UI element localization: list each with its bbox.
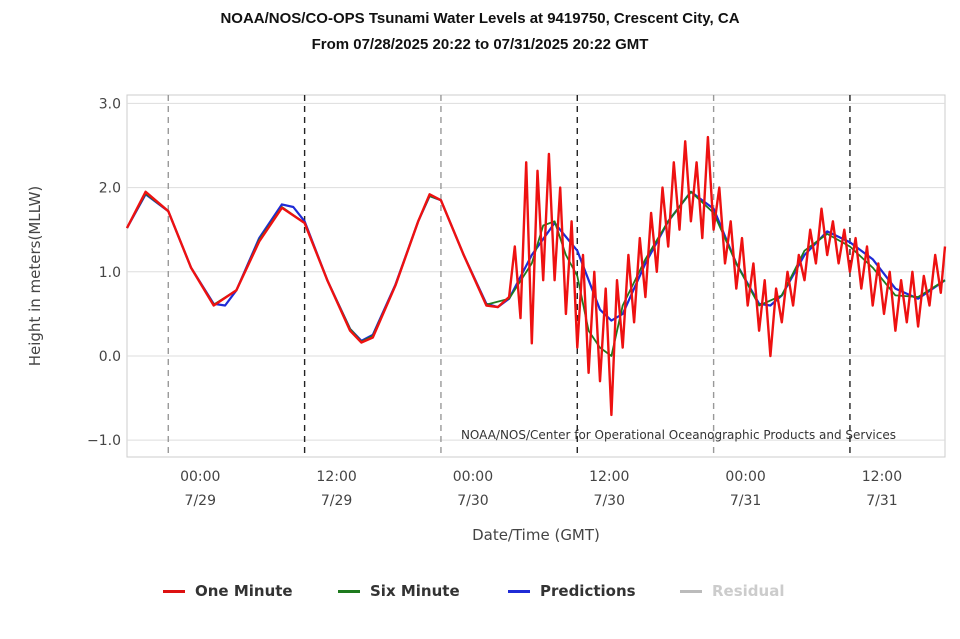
legend-swatch-one-minute bbox=[163, 589, 185, 593]
y-axis-title: Height in meters(MLLW) bbox=[26, 186, 44, 367]
y-axis-ticks: 3.0 2.0 1.0 0.0 −1.0 bbox=[87, 96, 121, 449]
legend-label-six-minute: Six Minute bbox=[370, 582, 460, 600]
x-tick-label-date: 7/31 bbox=[866, 493, 897, 509]
legend-item-residual[interactable]: Residual bbox=[680, 578, 784, 604]
chart-subtitle: From 07/28/2025 20:22 to 07/31/2025 20:2… bbox=[311, 36, 649, 53]
legend-label-predictions: Predictions bbox=[540, 582, 636, 600]
x-axis-title: Date/Time (GMT) bbox=[472, 526, 600, 544]
x-axis-ticks: 00:00 7/29 12:00 7/29 00:00 7/30 12:00 7/30 00:0… bbox=[180, 469, 902, 509]
y-tick-label: −1.0 bbox=[87, 433, 121, 449]
chart-credit: NOAA/NOS/Center for Operational Oceanogr… bbox=[461, 428, 896, 442]
legend-item-predictions[interactable]: Predictions bbox=[508, 578, 636, 604]
legend-swatch-residual bbox=[680, 589, 702, 593]
chart-legend: One Minute Six Minute Predictions Residu… bbox=[0, 578, 960, 604]
x-tick-label-time: 00:00 bbox=[180, 469, 220, 485]
chart-title-block: NOAA/NOS/CO-OPS Tsunami Water Levels at … bbox=[0, 6, 960, 58]
x-tick-label-date: 7/29 bbox=[185, 493, 216, 509]
legend-item-one-minute[interactable]: One Minute bbox=[163, 578, 293, 604]
series-lines bbox=[125, 135, 947, 417]
y-tick-label: 1.0 bbox=[99, 265, 121, 281]
y-tick-label: 3.0 bbox=[99, 96, 121, 112]
x-tick-label-time: 00:00 bbox=[453, 469, 493, 485]
x-tick-label-time: 12:00 bbox=[862, 469, 902, 485]
series-line-one-minute bbox=[125, 135, 947, 417]
legend-label-one-minute: One Minute bbox=[195, 582, 293, 600]
x-tick-label-time: 00:00 bbox=[725, 469, 765, 485]
grid-lines bbox=[127, 95, 945, 457]
legend-swatch-predictions bbox=[508, 589, 530, 593]
y-tick-label: 0.0 bbox=[99, 349, 121, 365]
x-tick-label-time: 12:00 bbox=[316, 469, 356, 485]
x-tick-label-date: 7/30 bbox=[457, 493, 488, 509]
legend-item-six-minute[interactable]: Six Minute bbox=[338, 578, 460, 604]
x-tick-label-date: 7/31 bbox=[730, 493, 761, 509]
y-tick-label: 2.0 bbox=[99, 181, 121, 197]
legend-swatch-six-minute bbox=[338, 589, 360, 593]
chart-title: NOAA/NOS/CO-OPS Tsunami Water Levels at … bbox=[220, 10, 740, 27]
plot-background bbox=[126, 94, 946, 458]
water-level-chart: 3.02.01.00.0−1.0 00:007/2912:007/2900:00… bbox=[26, 94, 947, 544]
legend-label-residual: Residual bbox=[712, 582, 785, 600]
x-tick-label-date: 7/29 bbox=[321, 493, 352, 509]
x-tick-label-date: 7/30 bbox=[594, 493, 625, 509]
x-tick-label-time: 12:00 bbox=[589, 469, 629, 485]
